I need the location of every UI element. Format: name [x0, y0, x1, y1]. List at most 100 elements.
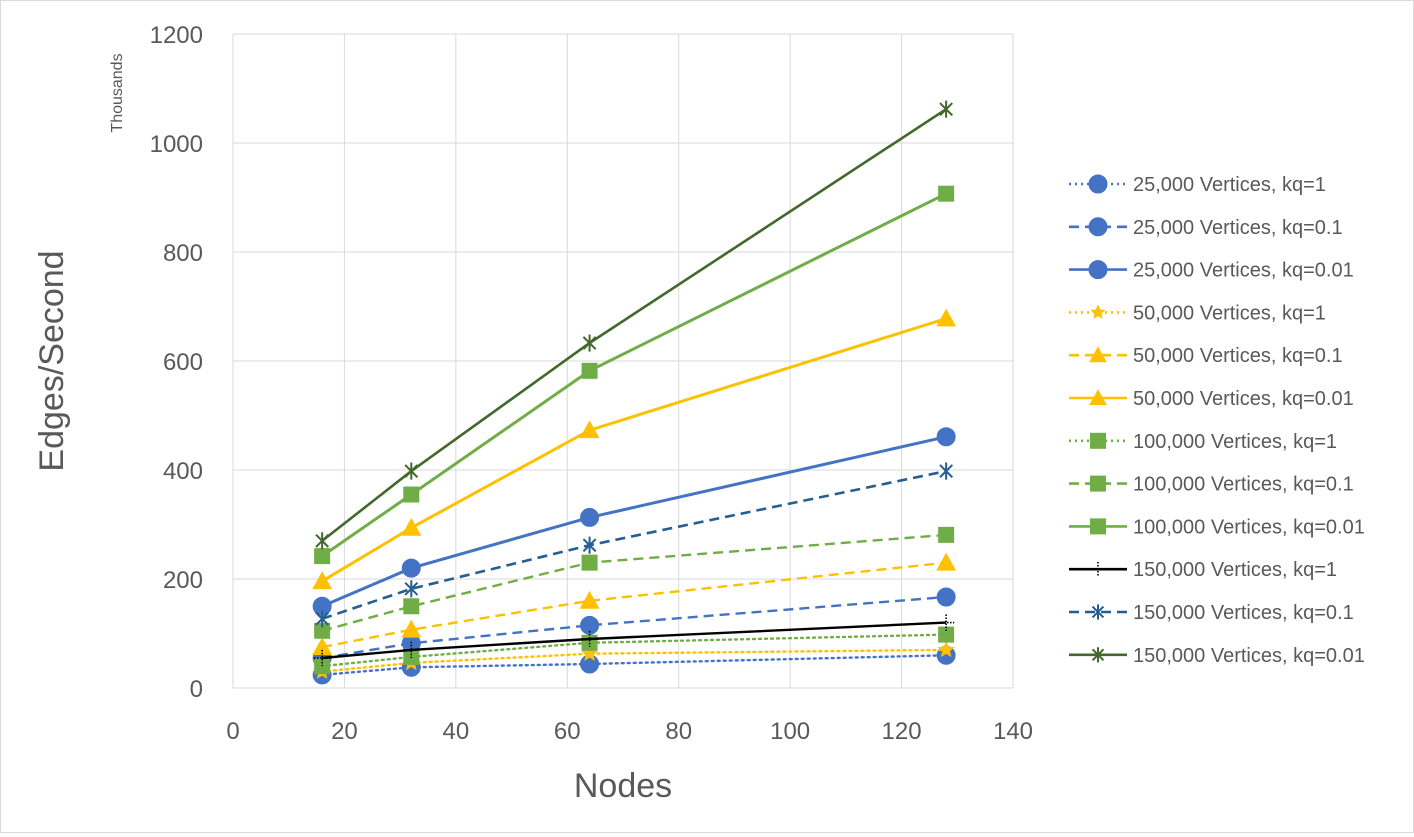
- x-tick-label: 80: [665, 718, 692, 745]
- legend-marker: [1090, 304, 1106, 319]
- data-point: [579, 590, 600, 609]
- legend-label: 50,000 Vertices, kq=1: [1133, 302, 1326, 324]
- legend-entry-1: 25,000 Vertices, kq=0.1: [1069, 217, 1343, 239]
- legend-label: 100,000 Vertices, kq=0.01: [1133, 516, 1365, 538]
- data-point: [937, 640, 955, 658]
- series-line: [321, 561, 947, 649]
- data-point: [581, 362, 598, 379]
- series-line: [321, 595, 947, 660]
- data-point: [403, 641, 420, 658]
- data-point: [581, 554, 598, 571]
- legend-entry-6: 100,000 Vertices, kq=1: [1069, 431, 1337, 453]
- series-4: [312, 552, 957, 656]
- legend: 25,000 Vertices, kq=1 25,000 Vertices, kq…: [1069, 174, 1365, 667]
- legend-marker: [1088, 260, 1108, 280]
- legend-label: 50,000 Vertices, kq=0.1: [1133, 345, 1343, 367]
- legend-label: 150,000 Vertices, kq=0.01: [1133, 645, 1365, 667]
- y-axis-title: Edges/Second: [33, 250, 71, 471]
- legend-label: 150,000 Vertices, kq=0.1: [1133, 602, 1354, 624]
- series-9: [314, 614, 955, 667]
- data-point: [403, 598, 420, 615]
- data-point: [401, 517, 422, 536]
- data-point: [582, 536, 597, 554]
- data-point: [580, 654, 600, 674]
- data-point: [938, 626, 955, 643]
- data-point: [312, 637, 333, 656]
- legend-entry-3: 50,000 Vertices, kq=1: [1069, 302, 1326, 324]
- legend-marker: [1091, 647, 1105, 663]
- axes: Thousands Edges/Second Nodes 0 20 40 60 80 10…: [33, 22, 1033, 805]
- y-tick-label: 600: [163, 349, 203, 376]
- x-axis-title: Nodes: [574, 767, 672, 805]
- legend-marker: [1088, 217, 1108, 237]
- legend-label: 100,000 Vertices, kq=0.1: [1133, 474, 1354, 496]
- data-point: [939, 462, 954, 480]
- x-tick-label: 120: [882, 718, 922, 745]
- legend-label: 150,000 Vertices, kq=1: [1133, 559, 1337, 581]
- data-point: [315, 610, 330, 628]
- legend-marker: [1090, 432, 1106, 449]
- series-line: [320, 654, 948, 677]
- series-7: [314, 526, 955, 639]
- data-point: [401, 558, 421, 578]
- data-point: [936, 552, 957, 571]
- legend-label: 25,000 Vertices, kq=0.1: [1133, 217, 1343, 239]
- series-line: [320, 633, 948, 668]
- data-point: [939, 100, 954, 118]
- y-tick-label: 400: [163, 458, 203, 485]
- series-11: [315, 100, 954, 550]
- data-point: [582, 334, 597, 352]
- data-point: [581, 630, 598, 648]
- legend-entry-4: 50,000 Vertices, kq=0.1: [1069, 345, 1343, 367]
- y-tick-label: 800: [163, 240, 203, 267]
- legend-label: 25,000 Vertices, kq=1: [1133, 174, 1326, 196]
- series-line: [321, 533, 947, 632]
- series-2: [312, 427, 956, 616]
- data-point: [315, 532, 330, 550]
- legend-label: 100,000 Vertices, kq=1: [1133, 431, 1337, 453]
- legend-marker: [1090, 562, 1106, 577]
- legend-entry-0: 25,000 Vertices, kq=1: [1069, 174, 1326, 196]
- legend-label: 50,000 Vertices, kq=0.01: [1133, 388, 1354, 410]
- data-point: [404, 580, 419, 598]
- data-point: [938, 185, 955, 202]
- data-point: [579, 420, 600, 439]
- series-line: [321, 108, 947, 542]
- legend-marker: [1091, 604, 1105, 620]
- legend-entry-5: 50,000 Vertices, kq=0.01: [1069, 388, 1354, 410]
- data-point: [314, 548, 331, 565]
- data-point: [936, 587, 956, 607]
- data-point: [314, 649, 331, 667]
- data-point: [312, 571, 333, 590]
- series-line: [321, 621, 947, 660]
- data-point: [404, 462, 419, 480]
- grid: [232, 33, 1014, 689]
- x-tick-label: 20: [331, 718, 358, 745]
- data-point: [314, 622, 331, 639]
- data-point: [314, 658, 331, 675]
- y-unit-label: Thousands: [109, 53, 126, 132]
- legend-marker: [1089, 389, 1107, 406]
- y-tick-label: 0: [190, 676, 203, 703]
- legend-marker: [1090, 518, 1106, 535]
- legend-marker: [1089, 346, 1107, 363]
- series-line: [320, 648, 948, 673]
- data-point: [938, 614, 955, 631]
- data-point: [938, 526, 955, 543]
- legend-entry-8: 100,000 Vertices, kq=0.01: [1069, 516, 1365, 538]
- x-tick-label: 60: [554, 718, 581, 745]
- x-tick-label: 100: [770, 718, 810, 745]
- legend-entry-11: 150,000 Vertices, kq=0.01: [1069, 645, 1365, 667]
- y-tick-label: 1000: [150, 131, 203, 158]
- series-5: [312, 308, 957, 590]
- data-point: [403, 486, 420, 503]
- x-tick-label: 140: [993, 718, 1033, 745]
- x-tick-label: 0: [226, 718, 239, 745]
- legend-entry-9: 150,000 Vertices, kq=1: [1069, 559, 1337, 581]
- legend-label: 25,000 Vertices, kq=0.01: [1133, 260, 1354, 282]
- legend-marker: [1090, 475, 1106, 492]
- data-point: [401, 619, 422, 638]
- legend-entry-2: 25,000 Vertices, kq=0.01: [1069, 260, 1354, 282]
- series: [312, 100, 957, 685]
- series-8: [314, 185, 955, 565]
